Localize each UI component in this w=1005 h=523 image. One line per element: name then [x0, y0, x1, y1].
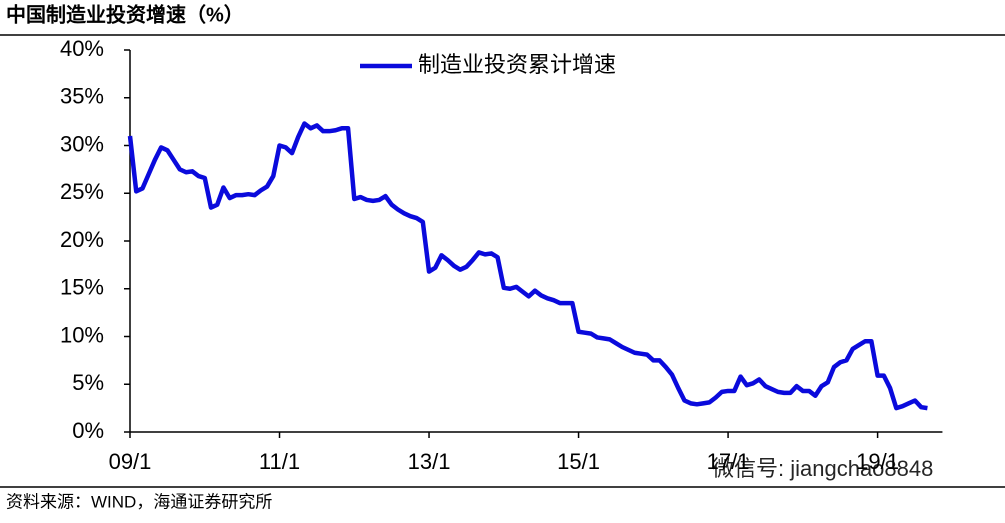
y-tick-label: 25% [60, 179, 104, 204]
y-tick-label: 35% [60, 84, 104, 109]
y-tick-label: 30% [60, 131, 104, 156]
chart-title: 中国制造业投资增速（%） [6, 2, 244, 26]
y-tick-label: 0% [72, 418, 104, 443]
watermark: 微信号: jiangchao8848 [712, 456, 933, 481]
source: 资料来源：WIND，海通证券研究所 [6, 492, 272, 511]
y-tick-label: 20% [60, 227, 104, 252]
y-tick-label: 5% [72, 370, 104, 395]
x-tick-label: 15/1 [557, 449, 600, 474]
x-tick-label: 13/1 [408, 449, 451, 474]
y-tick-label: 15% [60, 275, 104, 300]
legend-label: 制造业投资累计增速 [418, 52, 616, 77]
x-tick-label: 09/1 [109, 449, 152, 474]
y-tick-label: 40% [60, 36, 104, 61]
y-tick-label: 10% [60, 322, 104, 347]
x-tick-label: 11/1 [259, 449, 300, 474]
x-tick-label: 19/1 [856, 449, 899, 474]
series-line [127, 121, 928, 411]
x-tick-label: 17/1 [707, 449, 750, 474]
